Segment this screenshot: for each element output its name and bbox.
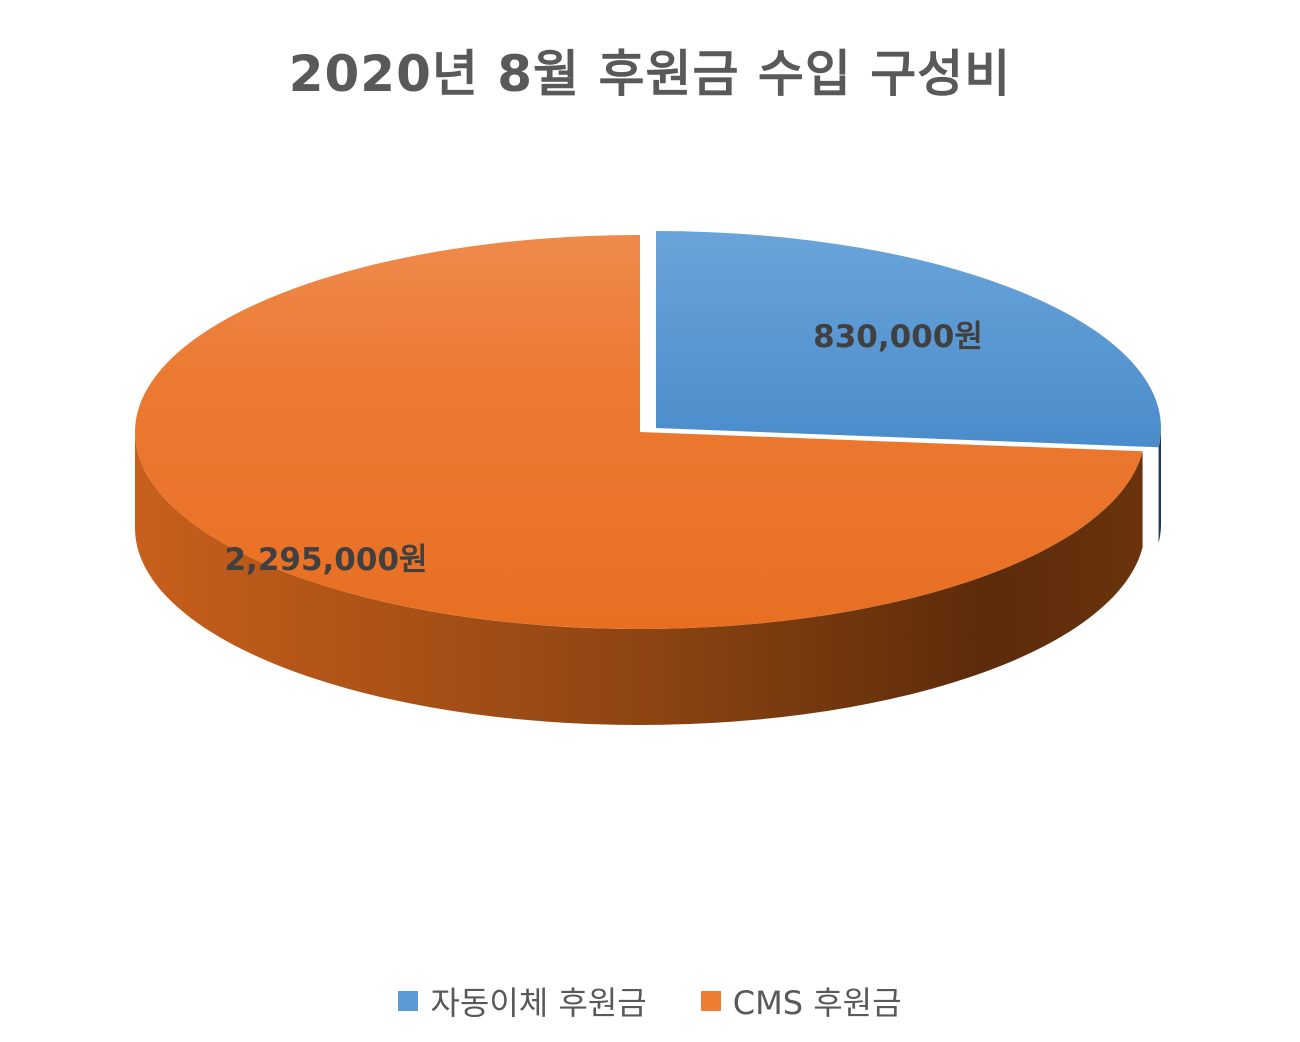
data-label-autopay: 830,000원 (813, 319, 983, 355)
legend-swatch-cms (700, 991, 721, 1011)
data-label-cms: 2,295,000원 (224, 542, 427, 578)
legend-item-cms: CMS 후원금 (700, 978, 902, 1024)
legend-label-cms: CMS 후원금 (732, 984, 902, 1022)
legend: 자동이체 후원금 CMS 후원금 (0, 978, 1300, 1024)
legend-swatch-autopay (398, 991, 419, 1011)
pie-slice-cms (135, 235, 1143, 629)
chart-title: 2020년 8월 후원금 수입 구성비 (288, 45, 1012, 103)
pie-side-cms (135, 432, 1143, 726)
legend-item-autopay: 자동이체 후원금 (398, 978, 647, 1024)
legend-label-autopay: 자동이체 후원금 (430, 984, 647, 1022)
pie-slice-autopay (656, 231, 1161, 448)
pie-side-autopay (1158, 428, 1161, 544)
